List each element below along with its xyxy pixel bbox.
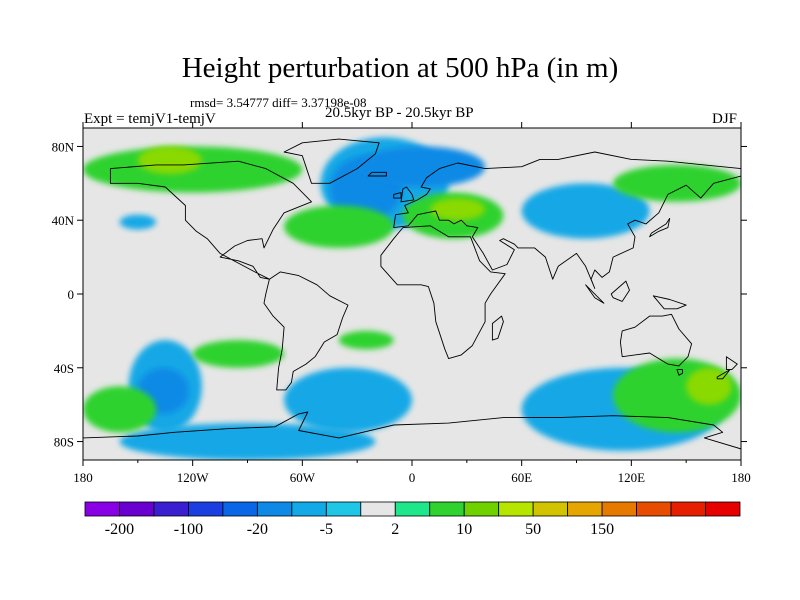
season-label: DJF — [712, 111, 738, 127]
contour-region-positive-14 — [430, 198, 486, 221]
coastline-1 — [263, 271, 349, 391]
colorbar-swatch — [601, 501, 637, 517]
contour-field-layer — [83, 137, 741, 460]
x-tick-label: 0 — [409, 470, 416, 485]
colorbar-swatch — [567, 501, 603, 517]
contour-region-negative-7 — [284, 367, 412, 433]
contour-region-positive-18 — [338, 330, 394, 350]
contour-region-negative-2 — [357, 146, 486, 188]
coastline-14 — [585, 284, 605, 304]
contour-region-positive-11 — [137, 146, 202, 175]
colorbar-swatch — [670, 501, 706, 517]
colorbar-swatch — [291, 501, 327, 517]
coastline-0 — [109, 160, 312, 280]
colorbar-swatch — [360, 501, 396, 517]
colorbar-swatch — [463, 501, 500, 517]
contour-region-negative-3 — [521, 183, 650, 239]
coastline-7 — [676, 369, 683, 376]
colorbar-label: 10 — [456, 521, 472, 538]
colorbar-label: -20 — [247, 521, 268, 538]
contour-region-positive-20 — [686, 367, 732, 405]
coastline-10 — [400, 186, 415, 203]
contour-region-negative-4 — [119, 214, 157, 230]
y-tick-label: 40N — [52, 213, 75, 228]
colorbar-swatch — [429, 501, 465, 517]
y-tick-label: 40S — [54, 361, 74, 376]
colorbar-swatch — [532, 501, 569, 517]
y-tick-label: 0 — [68, 287, 75, 302]
y-tick-label: 80N — [52, 139, 75, 154]
x-tick-label: 60E — [511, 470, 532, 485]
coastline-6 — [619, 313, 693, 367]
colorbar: -200 -100 -20 -5 2 10 50 150 — [84, 501, 741, 538]
colorbar-label: 150 — [590, 521, 614, 538]
colorbar-swatch — [222, 501, 258, 517]
period-label: 20.5kyr BP - 20.5kyr BP — [325, 105, 474, 121]
contour-region-positive-12 — [284, 205, 394, 248]
contour-region-positive-15 — [613, 164, 741, 202]
y-tick-label: 80S — [54, 435, 74, 450]
x-tick-label: 180 — [731, 470, 751, 485]
colorbar-swatch — [394, 501, 431, 517]
colorbar-label: -100 — [174, 521, 203, 538]
coastline-4 — [380, 225, 506, 360]
x-tick-label: 120E — [618, 470, 646, 485]
colorbar-swatch — [188, 501, 224, 517]
coastline-2 — [283, 138, 380, 184]
colorbar-swatch — [256, 501, 293, 517]
plot-title: Height perturbation at 500 hPa (in m) — [181, 52, 619, 84]
coastline-15 — [610, 280, 630, 302]
colorbar-swatch — [498, 501, 534, 517]
map-axes: 180 120W 60W 0 60E 120E 180 80N 40N 0 40S 80S — [52, 122, 751, 485]
contour-region-negative-9 — [119, 423, 376, 460]
colorbar-swatch — [84, 501, 120, 517]
rmsd-diff-stats: rmsd= 3.54777 diff= 3.37198e-08 — [190, 95, 367, 110]
colorbar-label: 50 — [525, 521, 541, 538]
colorbar-label: 2 — [391, 521, 399, 538]
colorbar-swatch — [705, 501, 741, 517]
colorbar-swatch — [325, 501, 362, 517]
x-tick-label: 180 — [73, 470, 93, 485]
coastline-13 — [649, 217, 671, 238]
coastline-5 — [491, 315, 504, 341]
coastline-layer — [83, 138, 741, 460]
coastline-8 — [725, 356, 738, 371]
x-tick-label: 60W — [290, 470, 316, 485]
coastline-11 — [393, 192, 402, 199]
colorbar-swatch — [636, 501, 672, 517]
colorbar-label: -5 — [320, 521, 333, 538]
coastline-16 — [652, 295, 687, 310]
coastline-12 — [367, 171, 387, 177]
contour-region-positive-17 — [192, 340, 285, 368]
experiment-label: Expt = temjV1-temjV — [84, 111, 216, 127]
coastline-17 — [83, 411, 741, 460]
colorbar-label: -200 — [105, 521, 134, 538]
x-tick-label: 120W — [177, 470, 210, 485]
colorbar-swatch — [153, 501, 189, 517]
colorbar-swatch — [119, 501, 155, 517]
coastline-9 — [716, 369, 731, 380]
coastline-3 — [393, 151, 741, 289]
contour-region-positive-16 — [83, 386, 157, 433]
